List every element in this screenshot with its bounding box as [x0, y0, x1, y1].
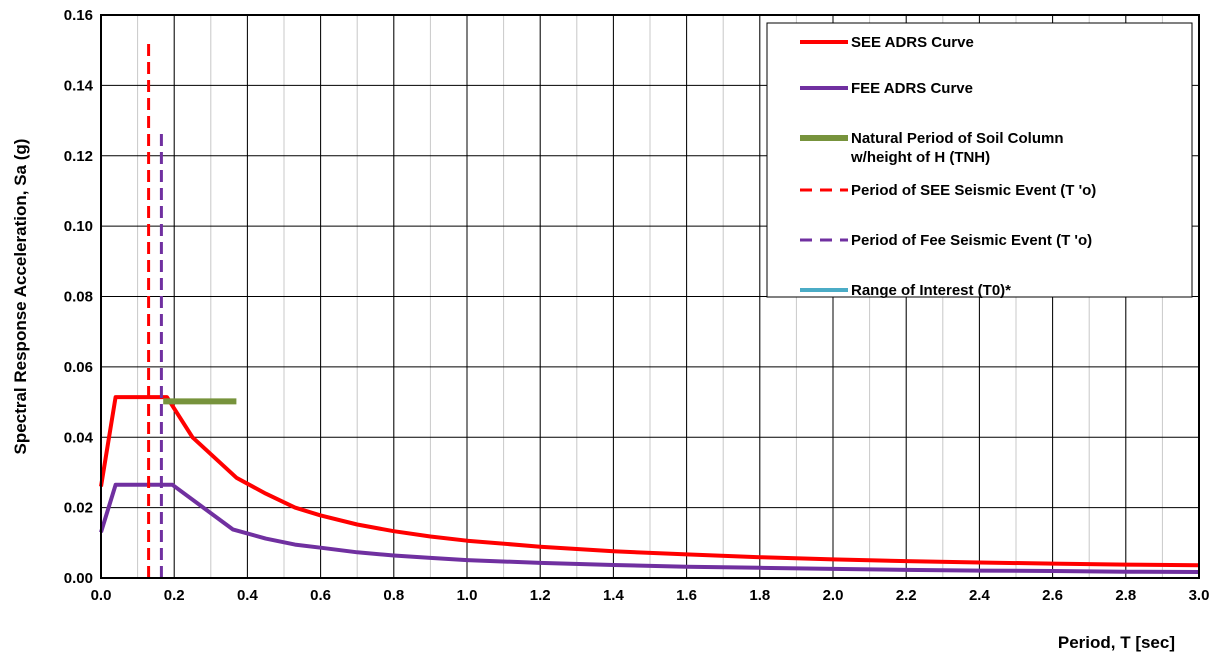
legend-label-1: FEE ADRS Curve: [851, 80, 973, 97]
legend-label-2: Natural Period of Soil Column: [851, 130, 1064, 147]
axes: [100, 14, 1200, 579]
x-tick-label: 2.4: [969, 587, 991, 604]
series-line-1: [99, 482, 1200, 574]
legend-label-5: Range of Interest (T0)*: [851, 282, 1011, 299]
x-tick-label: 0.2: [164, 587, 185, 604]
y-tick-label: 0.02: [64, 500, 93, 517]
legend-label-0: SEE ADRS Curve: [851, 34, 974, 51]
y-axis-title: Spectral Response Acceleration, Sa (g): [11, 139, 30, 455]
x-tick-label: 1.2: [530, 587, 551, 604]
x-tick-label: 1.6: [676, 587, 697, 604]
y-tick-label: 0.10: [64, 218, 93, 235]
x-tick-label: 0.6: [310, 587, 331, 604]
x-axis-title: Period, T [sec]: [1058, 633, 1175, 652]
y-tick-label: 0.04: [64, 429, 94, 446]
x-tick-label: 0.8: [383, 587, 404, 604]
x-tick-label: 2.0: [823, 587, 844, 604]
x-tick-label: 1.8: [749, 587, 770, 604]
legend-box: [766, 22, 1193, 298]
x-tick-label: 2.8: [1115, 587, 1136, 604]
series-line-0: [99, 395, 1200, 568]
x-tick-label: 0.4: [237, 587, 259, 604]
legend-label-2: w/height of H (TNH): [850, 149, 990, 166]
x-tick-label: 3.0: [1189, 587, 1210, 604]
legend-label-4: Period of Fee Seismic Event (T 'o): [851, 232, 1092, 249]
x-tick-label: 2.6: [1042, 587, 1063, 604]
y-tick-label: 0.06: [64, 359, 93, 376]
y-tick-label: 0.08: [64, 289, 93, 306]
tick-labels: 0.0 0.2 0.4 0.6 0.8 1.0 1.2 1.4 1.6 1.8 2.0 2.2 2.4 2…: [64, 7, 1210, 604]
legend-label-3: Period of SEE Seismic Event (T 'o): [851, 182, 1096, 199]
y-tick-label: 0.00: [64, 570, 93, 587]
x-tick-label: 1.4: [603, 587, 625, 604]
y-tick-label: 0.16: [64, 7, 93, 24]
y-tick-label: 0.12: [64, 148, 93, 165]
x-tick-label: 1.0: [457, 587, 478, 604]
y-tick-label: 0.14: [64, 77, 94, 94]
plot-series: [99, 43, 1200, 578]
x-tick-label: 0.0: [91, 587, 112, 604]
plot-frame: [100, 14, 1200, 579]
x-tick-label: 2.2: [896, 587, 917, 604]
legend: SEE ADRS Curve FEE ADRS Curve Natural Peri…: [766, 22, 1193, 299]
